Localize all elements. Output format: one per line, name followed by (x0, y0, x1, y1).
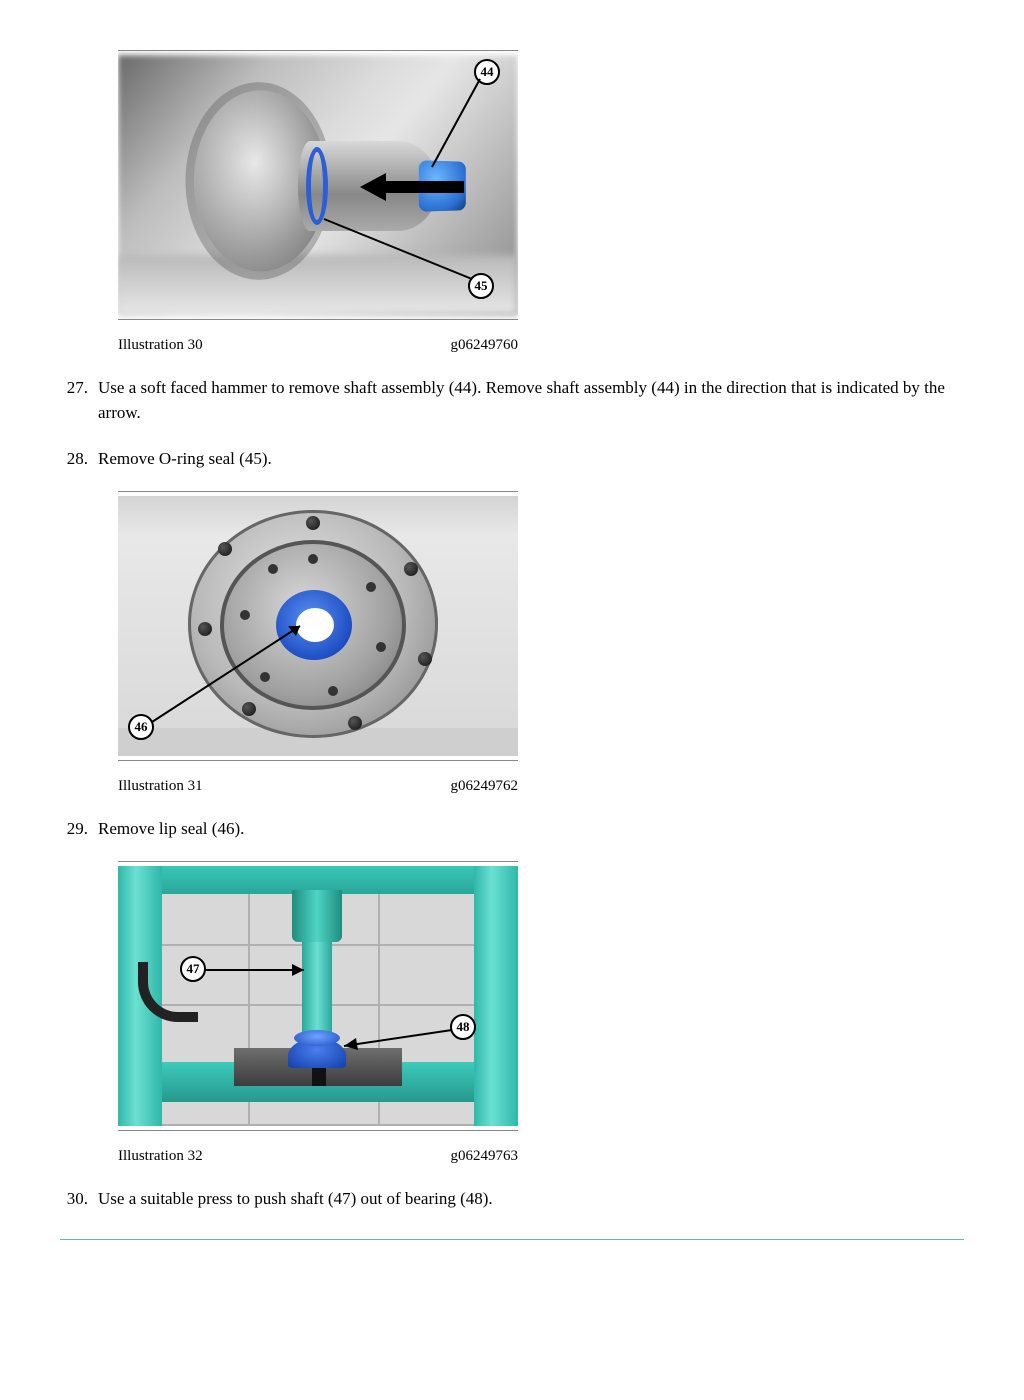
step-30: 30. Use a suitable press to push shaft (… (60, 1186, 964, 1212)
caption-left: Illustration 30 (118, 334, 451, 357)
figure-31: 46 Illustration 31 g06249762 (118, 491, 964, 798)
callout-48: 48 (450, 1014, 476, 1040)
caption-right: g06249762 (451, 775, 519, 798)
step-text: Remove O-ring seal (45). (98, 446, 964, 472)
footer-rule (60, 1239, 964, 1240)
callout-47: 47 (180, 956, 206, 982)
figure-30-image: 44 45 (118, 50, 518, 320)
step-29: 29. Remove lip seal (46). (60, 816, 964, 842)
figure-32-caption: Illustration 32 g06249763 (118, 1145, 518, 1168)
figure-31-image: 46 (118, 491, 518, 761)
caption-right: g06249763 (451, 1145, 519, 1168)
step-number: 30. (60, 1186, 98, 1212)
callout-45: 45 (468, 273, 494, 299)
figure-30: 44 45 Illustration 30 g06249760 (118, 50, 964, 357)
figure-30-caption: Illustration 30 g06249760 (118, 334, 518, 357)
step-text: Use a soft faced hammer to remove shaft … (98, 375, 964, 426)
callout-46: 46 (128, 714, 154, 740)
figure-31-caption: Illustration 31 g06249762 (118, 775, 518, 798)
step-28: 28. Remove O-ring seal (45). (60, 446, 964, 472)
caption-right: g06249760 (451, 334, 519, 357)
figure-32-image: 47 48 (118, 861, 518, 1131)
step-number: 29. (60, 816, 98, 842)
step-number: 27. (60, 375, 98, 426)
caption-left: Illustration 31 (118, 775, 451, 798)
step-number: 28. (60, 446, 98, 472)
step-27: 27. Use a soft faced hammer to remove sh… (60, 375, 964, 426)
figure-32: 47 48 Illustration 32 g06249763 (118, 861, 964, 1168)
step-text: Use a suitable press to push shaft (47) … (98, 1186, 964, 1212)
callout-44: 44 (474, 59, 500, 85)
step-text: Remove lip seal (46). (98, 816, 964, 842)
caption-left: Illustration 32 (118, 1145, 451, 1168)
